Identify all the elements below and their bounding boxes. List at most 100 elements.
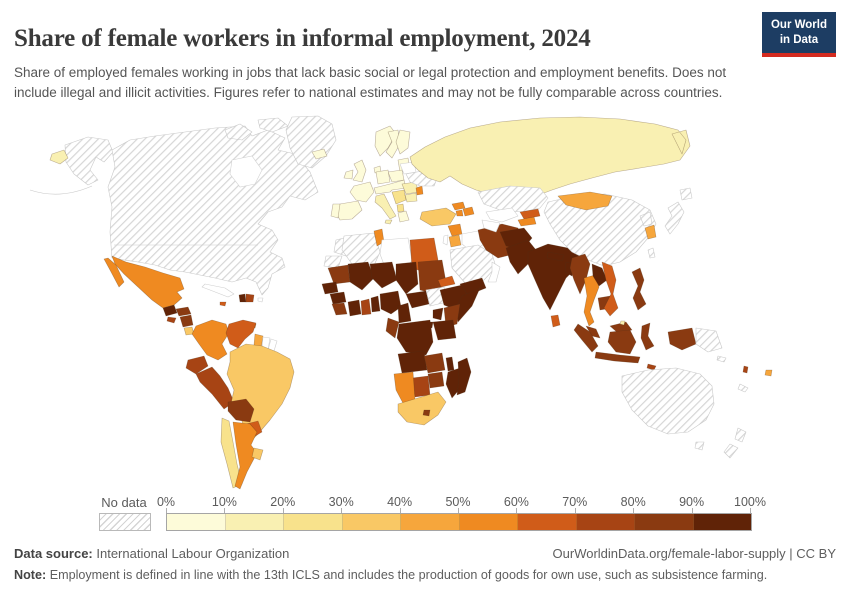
legend-bin-3[interactable]: [342, 514, 401, 530]
country-turkmenistan[interactable]: [481, 219, 501, 233]
country-south-korea[interactable]: [644, 224, 657, 240]
country-solomon-islands[interactable]: [716, 355, 727, 363]
country-finland[interactable]: [395, 129, 411, 155]
country-puerto-rico[interactable]: [257, 297, 264, 303]
credit-link[interactable]: OurWorldinData.org/female-labor-supply |…: [552, 546, 836, 561]
country-venezuela[interactable]: [225, 319, 257, 349]
country-nigeria[interactable]: [379, 290, 402, 315]
country-albania[interactable]: [396, 203, 405, 213]
country-kyrgyzstan[interactable]: [519, 208, 541, 220]
country-madagascar[interactable]: [456, 357, 472, 396]
country-central-europe[interactable]: [373, 179, 407, 195]
country-zambia[interactable]: [423, 352, 446, 374]
country-indonesia-sumatra[interactable]: [573, 323, 599, 353]
country-indonesia-java[interactable]: [594, 351, 641, 364]
country-indonesia-papua[interactable]: [667, 327, 697, 351]
country-mongolia[interactable]: [557, 191, 613, 211]
owid-logo[interactable]: Our World in Data: [761, 12, 836, 57]
country-fiji[interactable]: [764, 369, 773, 377]
country-indonesia-borneo[interactable]: [607, 329, 637, 355]
country-new-caledonia[interactable]: [737, 383, 749, 393]
country-georgia[interactable]: [451, 201, 466, 211]
country-russia-chukotka[interactable]: [49, 149, 69, 165]
country-car[interactable]: [405, 290, 430, 309]
country-eritrea[interactable]: [437, 275, 456, 288]
country-moldova[interactable]: [415, 185, 424, 196]
country-philippines[interactable]: [631, 267, 647, 311]
country-tajikistan[interactable]: [517, 216, 537, 227]
country-portugal[interactable]: [330, 203, 341, 219]
country-congo-gabon[interactable]: [385, 317, 400, 339]
country-malawi[interactable]: [445, 356, 455, 372]
legend-bin-4[interactable]: [401, 514, 460, 530]
country-iceland[interactable]: [311, 148, 328, 160]
country-senegal[interactable]: [321, 281, 339, 295]
legend-bin-1[interactable]: [225, 514, 284, 530]
country-ghana[interactable]: [360, 298, 372, 316]
country-mauritania[interactable]: [327, 264, 351, 285]
country-uruguay[interactable]: [251, 447, 264, 461]
country-saudi-arabia[interactable]: [449, 244, 497, 285]
country-belarus[interactable]: [399, 161, 417, 175]
country-france[interactable]: [349, 181, 375, 203]
country-poland[interactable]: [387, 169, 405, 183]
country-vietnam[interactable]: [601, 261, 619, 317]
country-guinea[interactable]: [329, 291, 347, 305]
country-russia[interactable]: [409, 116, 691, 199]
country-togo-benin[interactable]: [370, 295, 381, 313]
legend-bin-0[interactable]: [167, 514, 226, 530]
country-balkans[interactable]: [391, 189, 407, 205]
country-lesotho[interactable]: [422, 409, 431, 417]
country-israel[interactable]: [442, 234, 449, 246]
country-guatemala[interactable]: [162, 304, 178, 317]
legend-bin-9[interactable]: [693, 514, 751, 530]
country-ireland[interactable]: [343, 169, 354, 180]
country-cuba[interactable]: [201, 283, 235, 298]
country-vanuatu[interactable]: [742, 365, 749, 374]
country-germany[interactable]: [375, 169, 391, 185]
country-honduras[interactable]: [175, 306, 192, 317]
country-sierra-leone[interactable]: [331, 302, 348, 316]
country-nepal[interactable]: [546, 251, 565, 262]
country-myanmar[interactable]: [569, 253, 591, 295]
country-uganda[interactable]: [432, 307, 444, 321]
country-argentina[interactable]: [232, 421, 258, 490]
country-taiwan[interactable]: [647, 247, 656, 259]
country-oman[interactable]: [487, 261, 501, 283]
country-timor[interactable]: [646, 363, 657, 371]
country-jordan[interactable]: [448, 234, 462, 248]
country-australia[interactable]: [621, 367, 715, 451]
country-cote-divoire[interactable]: [347, 299, 362, 317]
country-alaska[interactable]: [64, 136, 114, 186]
country-bolivia[interactable]: [227, 398, 255, 423]
country-ecuador[interactable]: [185, 355, 209, 375]
country-laos[interactable]: [591, 263, 608, 287]
country-turkey[interactable]: [419, 207, 457, 227]
country-south-africa[interactable]: [397, 391, 447, 426]
country-haiti[interactable]: [238, 293, 247, 303]
country-azerbaijan[interactable]: [462, 206, 475, 217]
legend-bin-6[interactable]: [518, 514, 577, 530]
country-chad[interactable]: [395, 261, 419, 295]
country-greece[interactable]: [397, 210, 410, 223]
country-canada-usa[interactable]: [107, 125, 319, 296]
country-mexico[interactable]: [103, 255, 185, 309]
country-kazakhstan[interactable]: [477, 185, 549, 213]
country-north-korea[interactable]: [639, 211, 653, 227]
country-jamaica[interactable]: [219, 301, 227, 307]
country-dominican-republic[interactable]: [245, 293, 255, 303]
country-china[interactable]: [543, 193, 657, 267]
country-indonesia-sulawesi[interactable]: [640, 322, 655, 351]
legend-bin-7[interactable]: [576, 514, 635, 530]
no-data-swatch[interactable]: [99, 513, 151, 531]
country-tanzania[interactable]: [432, 319, 457, 341]
country-niger[interactable]: [369, 261, 398, 289]
country-new-zealand[interactable]: [723, 427, 747, 459]
country-angola[interactable]: [397, 350, 428, 374]
legend-bin-8[interactable]: [635, 514, 694, 530]
country-italy[interactable]: [374, 193, 397, 225]
country-uzbekistan[interactable]: [485, 207, 519, 223]
country-bulgaria[interactable]: [404, 192, 418, 203]
country-zimbabwe[interactable]: [427, 371, 445, 389]
legend-bin-5[interactable]: [459, 514, 518, 530]
